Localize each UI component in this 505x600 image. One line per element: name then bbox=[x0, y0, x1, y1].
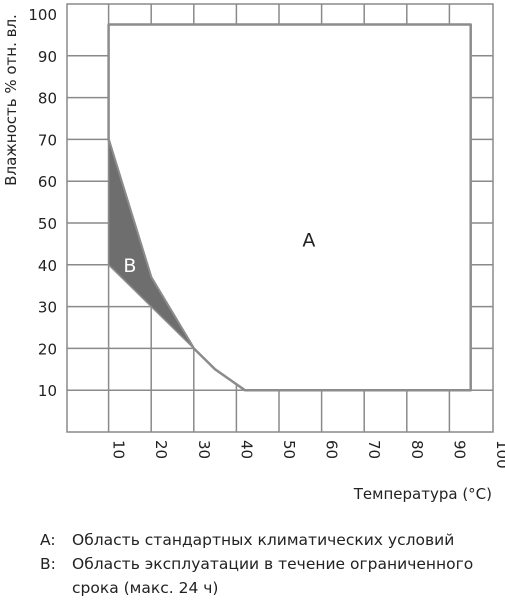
x-tick-label-60: 60 bbox=[323, 440, 341, 459]
regions: AB bbox=[107, 23, 472, 392]
legend-item-a: A: Область стандартных климатических усл… bbox=[40, 528, 473, 552]
region-label-a: A bbox=[302, 230, 315, 252]
legend-text-b: Область эксплуатации в течение ограничен… bbox=[72, 555, 474, 573]
x-tick-label-20: 20 bbox=[152, 440, 170, 459]
x-tick-label-50: 50 bbox=[280, 440, 298, 459]
x-tick-label-40: 40 bbox=[237, 440, 255, 459]
y-axis-label: Влажность % отн. вл. bbox=[2, 14, 20, 186]
x-tick-label-70: 70 bbox=[365, 440, 383, 459]
y-tick-label-60: 60 bbox=[38, 173, 57, 191]
x-tick-label-30: 30 bbox=[195, 440, 213, 459]
legend-text-b-continuation: срока (макс. 24 ч) bbox=[72, 579, 219, 597]
x-tick-label-80: 80 bbox=[408, 440, 426, 459]
legend-text-a: Область стандартных климатических услови… bbox=[72, 531, 455, 549]
y-tick-label-20: 20 bbox=[38, 340, 57, 358]
region-a bbox=[107, 23, 472, 392]
region-label-b: B bbox=[123, 255, 136, 277]
legend-item-b: B: Область эксплуатации в течение ограни… bbox=[40, 552, 473, 576]
x-tick-label-100: 100 bbox=[493, 440, 505, 469]
y-tick-label-100: 100 bbox=[28, 6, 57, 24]
y-tick-label-40: 40 bbox=[38, 257, 57, 275]
y-tick-label-80: 80 bbox=[38, 90, 57, 108]
y-tick-label-90: 90 bbox=[38, 48, 57, 66]
y-tick-label-70: 70 bbox=[38, 131, 57, 149]
y-tick-label-50: 50 bbox=[38, 215, 57, 233]
x-tick-label-10: 10 bbox=[110, 440, 128, 459]
y-tick-label-30: 30 bbox=[38, 299, 57, 317]
legend: A: Область стандартных климатических усл… bbox=[40, 528, 473, 600]
legend-key-b: B: bbox=[40, 555, 56, 573]
tick-labels: 10 20 30 40 50 60 70 80 90 100 10 20 30 40 50 60 70 80 90 1… bbox=[28, 6, 505, 469]
x-axis-label: Температура (°C) bbox=[353, 485, 492, 503]
x-tick-label-90: 90 bbox=[450, 440, 468, 459]
legend-key-a: A: bbox=[40, 531, 56, 549]
y-tick-label-10: 10 bbox=[38, 382, 57, 400]
plot-frame bbox=[66, 3, 494, 433]
region-b bbox=[107, 138, 195, 350]
